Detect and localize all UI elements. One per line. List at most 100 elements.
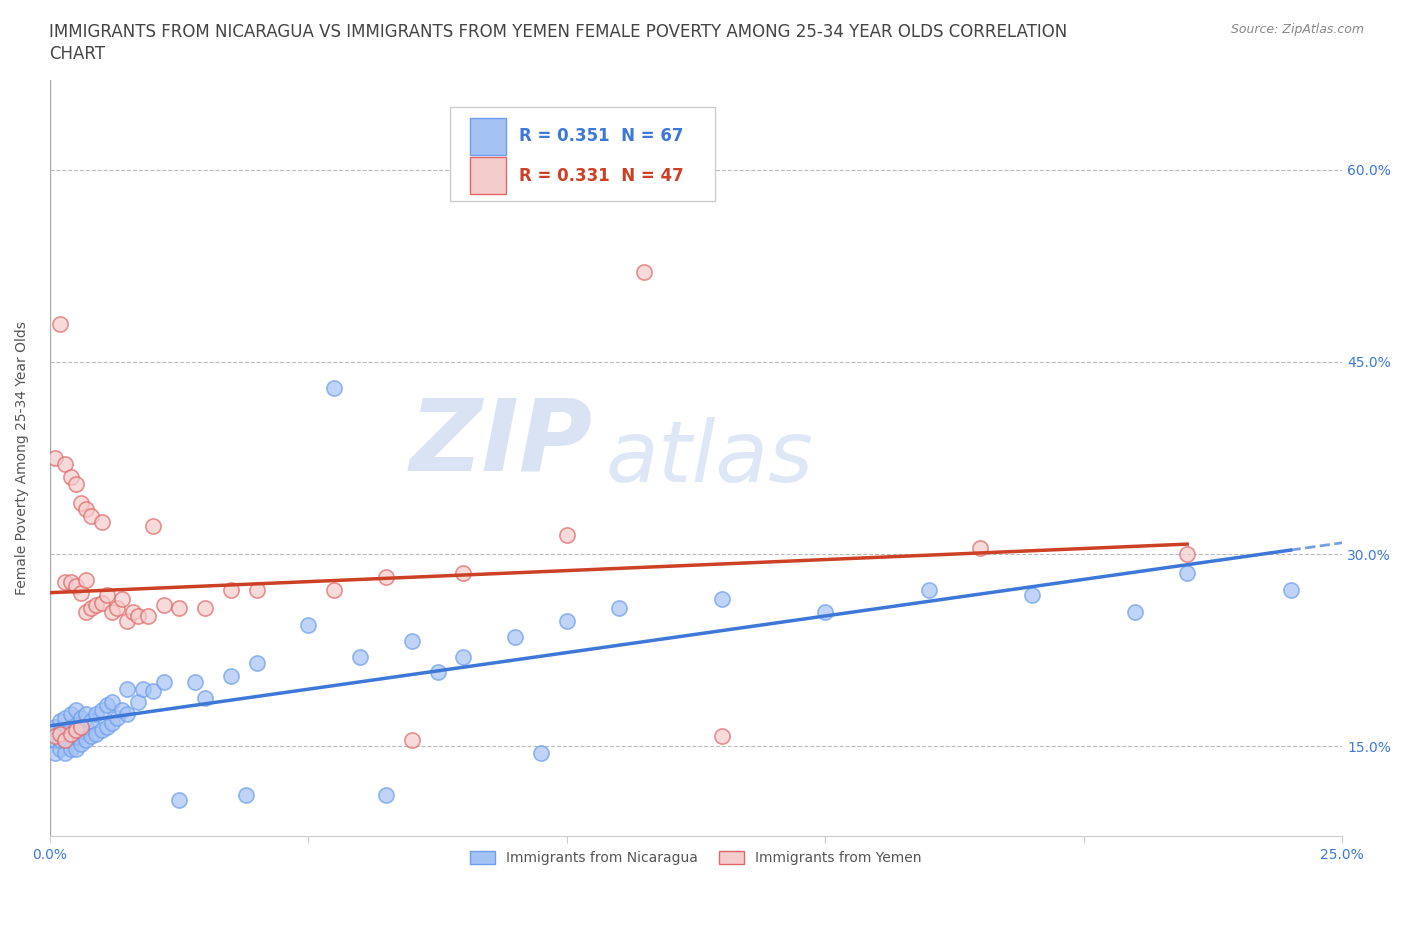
- Point: [453, 566, 475, 581]
- Point: [44, 729, 66, 744]
- Point: [90, 514, 112, 529]
- Point: [75, 707, 97, 722]
- Point: [246, 656, 269, 671]
- Point: [75, 733, 97, 748]
- Point: [53, 575, 76, 590]
- Point: [1125, 604, 1147, 619]
- Point: [101, 716, 124, 731]
- Point: [59, 575, 82, 590]
- Text: Source: ZipAtlas.com: Source: ZipAtlas.com: [1230, 23, 1364, 36]
- Y-axis label: Female Poverty Among 25-34 Year Olds: Female Poverty Among 25-34 Year Olds: [15, 321, 30, 595]
- Point: [44, 745, 66, 760]
- Point: [59, 729, 82, 744]
- Point: [65, 703, 87, 718]
- Point: [96, 588, 118, 603]
- Point: [70, 737, 93, 751]
- Point: [105, 601, 128, 616]
- Point: [111, 591, 134, 606]
- Point: [374, 788, 396, 803]
- Point: [75, 720, 97, 735]
- Point: [1021, 588, 1043, 603]
- Point: [194, 601, 217, 616]
- FancyBboxPatch shape: [470, 118, 506, 154]
- Point: [65, 730, 87, 745]
- Point: [117, 682, 139, 697]
- Point: [152, 675, 174, 690]
- Point: [121, 604, 143, 619]
- Point: [75, 502, 97, 517]
- Point: [374, 570, 396, 585]
- Point: [167, 601, 190, 616]
- Point: [70, 711, 93, 725]
- Point: [117, 614, 139, 629]
- Point: [53, 745, 76, 760]
- Point: [101, 604, 124, 619]
- Point: [70, 724, 93, 738]
- Point: [530, 745, 553, 760]
- Point: [65, 578, 87, 593]
- Point: [219, 582, 242, 597]
- Point: [53, 733, 76, 748]
- Point: [44, 451, 66, 466]
- Point: [323, 380, 346, 395]
- Point: [246, 582, 269, 597]
- Point: [183, 675, 205, 690]
- Point: [75, 604, 97, 619]
- Point: [152, 598, 174, 613]
- Point: [49, 733, 72, 748]
- Text: CHART: CHART: [49, 45, 105, 62]
- Point: [969, 540, 991, 555]
- Point: [70, 585, 93, 600]
- Point: [96, 720, 118, 735]
- Point: [555, 527, 578, 542]
- Point: [710, 729, 733, 744]
- Point: [80, 713, 103, 728]
- Point: [65, 723, 87, 737]
- Point: [53, 457, 76, 472]
- Point: [117, 707, 139, 722]
- Legend: Immigrants from Nicaragua, Immigrants from Yemen: Immigrants from Nicaragua, Immigrants fr…: [465, 845, 928, 870]
- Point: [607, 601, 630, 616]
- Point: [49, 741, 72, 756]
- Point: [1175, 547, 1198, 562]
- Point: [53, 711, 76, 725]
- Point: [59, 720, 82, 735]
- Point: [127, 608, 149, 623]
- Point: [323, 582, 346, 597]
- Text: IMMIGRANTS FROM NICARAGUA VS IMMIGRANTS FROM YEMEN FEMALE POVERTY AMONG 25-34 YE: IMMIGRANTS FROM NICARAGUA VS IMMIGRANTS …: [49, 23, 1067, 41]
- Point: [136, 608, 159, 623]
- Point: [132, 682, 155, 697]
- Point: [453, 649, 475, 664]
- Point: [53, 733, 76, 748]
- Point: [142, 519, 165, 534]
- Point: [65, 476, 87, 491]
- Point: [167, 792, 190, 807]
- Text: R = 0.331  N = 47: R = 0.331 N = 47: [519, 166, 683, 184]
- Text: ZIP: ZIP: [409, 394, 593, 491]
- Point: [75, 572, 97, 587]
- Point: [65, 741, 87, 756]
- Point: [105, 711, 128, 725]
- Point: [349, 649, 371, 664]
- Point: [96, 698, 118, 712]
- Point: [65, 717, 87, 732]
- Point: [44, 733, 66, 748]
- Point: [814, 604, 837, 619]
- Point: [80, 729, 103, 744]
- Point: [426, 665, 449, 680]
- Point: [70, 720, 93, 735]
- Point: [90, 703, 112, 718]
- Point: [86, 726, 108, 741]
- Point: [297, 618, 319, 632]
- Point: [59, 470, 82, 485]
- Point: [53, 723, 76, 737]
- FancyBboxPatch shape: [470, 157, 506, 193]
- Point: [918, 582, 941, 597]
- Point: [219, 669, 242, 684]
- Point: [86, 707, 108, 722]
- Point: [59, 707, 82, 722]
- Point: [44, 720, 66, 735]
- Point: [101, 694, 124, 709]
- Point: [503, 630, 526, 644]
- Point: [90, 723, 112, 737]
